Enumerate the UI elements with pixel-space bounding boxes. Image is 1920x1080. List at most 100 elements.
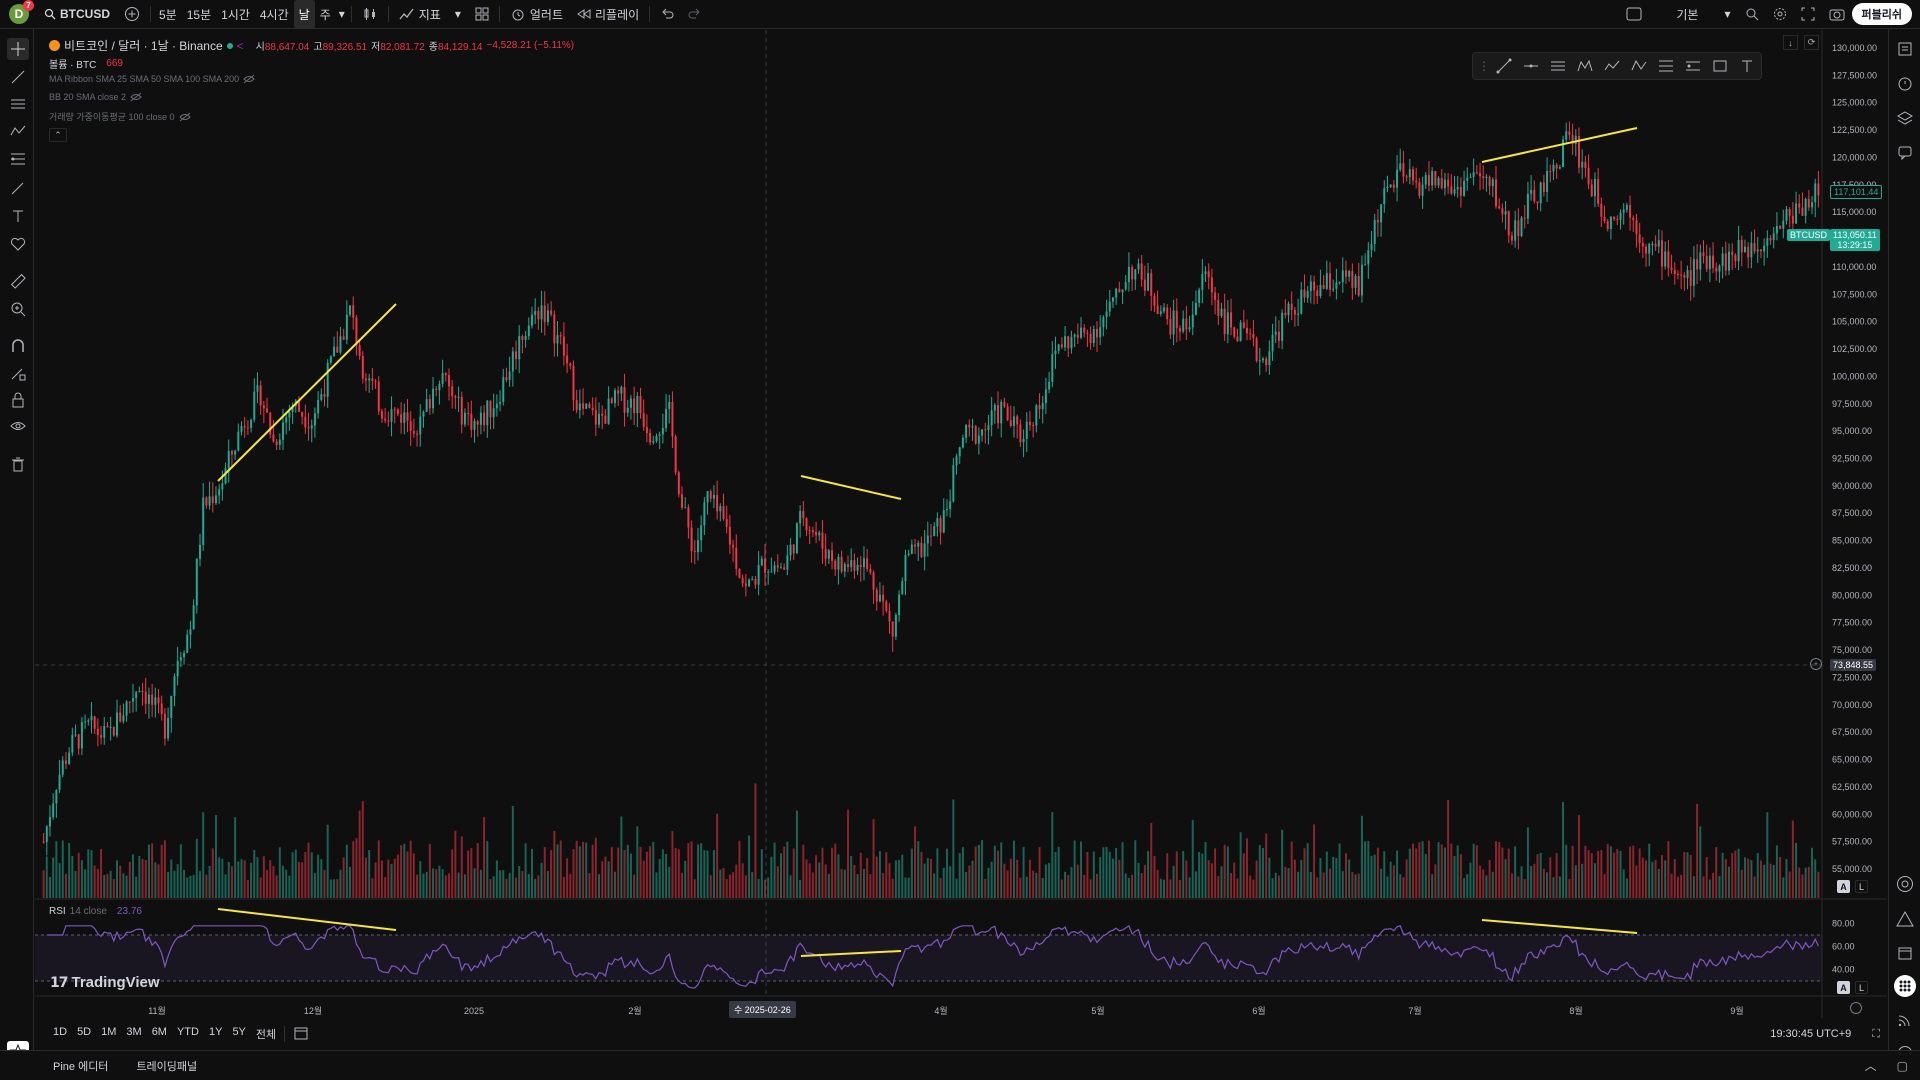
- alerts-button[interactable]: 얼러트: [503, 0, 570, 29]
- scale-menu-button[interactable]: ↓: [1783, 35, 1798, 50]
- brush-tool-button[interactable]: [7, 177, 29, 199]
- add-alert-crosshair-button[interactable]: +: [1810, 658, 1822, 670]
- layout-select-button[interactable]: [1619, 0, 1649, 29]
- range-button[interactable]: 3M: [126, 1026, 142, 1038]
- quick-search-button[interactable]: [1738, 0, 1766, 29]
- apps-button[interactable]: [1894, 975, 1916, 997]
- range-button[interactable]: 1D: [53, 1026, 68, 1038]
- rsi-auto-scale-button[interactable]: A: [1837, 981, 1850, 994]
- trendline-tool-button[interactable]: [7, 66, 29, 88]
- refresh-scale-button[interactable]: ⟳: [1804, 35, 1819, 50]
- text-tool-button[interactable]: [7, 205, 29, 227]
- range-button[interactable]: 전체: [255, 1029, 277, 1041]
- layout-name-dropdown[interactable]: 기본 ▾: [1676, 7, 1731, 22]
- range-button[interactable]: 6M: [151, 1026, 167, 1038]
- lock-drawing-mode-button[interactable]: [7, 362, 29, 384]
- crosshair-tool-button[interactable]: [7, 38, 29, 60]
- snapshot-button[interactable]: [1822, 0, 1852, 29]
- delete-drawings-button[interactable]: [7, 453, 29, 475]
- candle-body: [1759, 249, 1762, 252]
- price-line-tag: 117,101.44: [1830, 185, 1883, 199]
- candle-body: [540, 305, 543, 320]
- interval-button[interactable]: 5분: [159, 7, 177, 22]
- fib-retracement-tool[interactable]: [1654, 55, 1678, 77]
- eye-hidden-icon[interactable]: [178, 112, 191, 122]
- horizontal-ray-tool[interactable]: [1519, 55, 1543, 77]
- bb-legend[interactable]: BB 20 SMA close 2: [49, 92, 142, 102]
- elliott-wave-tool[interactable]: [1600, 55, 1624, 77]
- chat-button[interactable]: [1894, 142, 1916, 164]
- log-scale-button[interactable]: L: [1855, 880, 1868, 893]
- footer-tab[interactable]: Pine 에디터: [53, 1060, 109, 1073]
- favorites-tool-button[interactable]: [7, 233, 29, 255]
- lock-drawings-button[interactable]: [7, 389, 29, 411]
- range-button[interactable]: 1Y: [208, 1026, 223, 1038]
- range-button[interactable]: 5D: [77, 1026, 92, 1038]
- compare-button[interactable]: [117, 0, 147, 29]
- calendar-button[interactable]: [1894, 942, 1916, 964]
- collapse-legend-button[interactable]: ⌃: [49, 128, 67, 142]
- candle-body: [90, 716, 93, 721]
- hide-drawings-button[interactable]: [7, 415, 29, 437]
- object-tree-button[interactable]: [1894, 107, 1916, 129]
- drawing-toolbar: [0, 29, 34, 1080]
- clock-display[interactable]: 19:30:45 UTC+9: [1770, 1028, 1852, 1040]
- ideas-button[interactable]: [1894, 908, 1916, 930]
- magnet-tool-button[interactable]: [7, 335, 29, 357]
- text-annotation-tool[interactable]: [1735, 55, 1759, 77]
- volume-bar: [1115, 847, 1118, 898]
- candle-body: [1194, 302, 1197, 315]
- time-axis-settings-button[interactable]: [1850, 1002, 1862, 1014]
- redo-button[interactable]: [681, 0, 709, 29]
- range-button[interactable]: YTD: [176, 1026, 199, 1038]
- horizontal-lines-tool-button[interactable]: [7, 93, 29, 115]
- undo-button[interactable]: [653, 0, 681, 29]
- rsi-log-scale-button[interactable]: L: [1855, 981, 1868, 994]
- templates-button[interactable]: [468, 0, 496, 29]
- ruler-tool-button[interactable]: [7, 270, 29, 292]
- eye-hidden-icon[interactable]: [243, 74, 255, 84]
- interval-dropdown[interactable]: ▾: [338, 7, 345, 21]
- maximize-panel-button[interactable]: ⛶: [1872, 1027, 1880, 1040]
- interval-button[interactable]: 15분: [186, 7, 212, 22]
- replay-button[interactable]: 리플레이: [570, 0, 646, 29]
- interval-button[interactable]: 4시간: [259, 7, 289, 22]
- pitchfork-tool[interactable]: [1681, 55, 1705, 77]
- trendline-tool[interactable]: [1492, 55, 1516, 77]
- zoom-tool-button[interactable]: [7, 298, 29, 320]
- rectangle-tool[interactable]: [1708, 55, 1732, 77]
- parallel-channel-tool[interactable]: [1546, 55, 1570, 77]
- fullscreen-button[interactable]: [1794, 0, 1822, 29]
- ma-ribbon-legend[interactable]: MA Ribbon SMA 25 SMA 50 SMA 100 SMA 200: [49, 74, 255, 84]
- publish-button[interactable]: 퍼블리쉬: [1851, 3, 1912, 25]
- price-axis-label: 72,500.00: [1832, 672, 1872, 682]
- interval-button[interactable]: 1시간: [221, 7, 250, 22]
- abcd-pattern-tool[interactable]: [1627, 55, 1651, 77]
- range-button[interactable]: 1M: [101, 1026, 117, 1038]
- auto-scale-button[interactable]: A: [1837, 880, 1850, 893]
- indicators-button[interactable]: 지표 ▾: [392, 0, 468, 29]
- hotlist-button[interactable]: [1894, 873, 1916, 895]
- vwma-legend[interactable]: 거래량 가중이동평균 100 close 0: [49, 110, 191, 123]
- chart-type-button[interactable]: [355, 0, 385, 29]
- eye-hidden-icon[interactable]: [130, 92, 142, 102]
- streams-button[interactable]: [1894, 1009, 1916, 1031]
- maximize-bottom-panel-button[interactable]: ▢: [1896, 1058, 1908, 1073]
- date-range-button[interactable]: [288, 1026, 314, 1043]
- range-button[interactable]: 5Y: [232, 1026, 246, 1038]
- alerts-panel-button[interactable]: [1894, 72, 1916, 94]
- settings-button[interactable]: [1766, 0, 1794, 29]
- interval-button[interactable]: 날: [293, 0, 315, 29]
- interval-button[interactable]: 주: [319, 7, 331, 22]
- footer-tab[interactable]: 트레이딩패널: [136, 1060, 198, 1073]
- patterns-tool-button[interactable]: [7, 120, 29, 142]
- candle-body: [537, 310, 540, 320]
- symbol-search[interactable]: BTCUSD: [37, 0, 117, 29]
- pattern-tool[interactable]: [1573, 55, 1597, 77]
- collapse-panel-button[interactable]: ︿: [1864, 1059, 1877, 1073]
- drag-handle[interactable]: ⋮: [1478, 59, 1490, 73]
- watchlist-button[interactable]: [1894, 38, 1916, 60]
- fib-tool-button[interactable]: [7, 148, 29, 170]
